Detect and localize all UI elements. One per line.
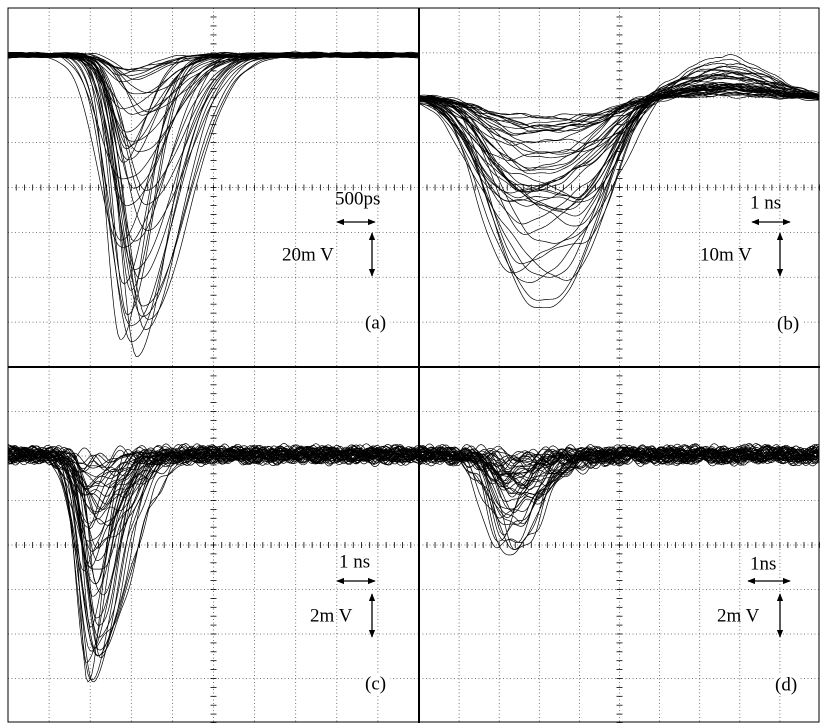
waveform [419,82,820,217]
panel-label: (b) [777,313,799,334]
waveform [8,54,419,189]
waveform [419,72,820,309]
waveform [8,447,419,628]
trace-group [419,54,820,309]
label-bg [364,313,390,335]
waveform [419,445,820,486]
panel-label: (d) [775,674,797,695]
waveform [419,91,820,126]
waveform [419,445,820,473]
waveform [419,87,820,135]
waveform [419,445,820,470]
trace-group [8,442,419,683]
grid [7,7,820,723]
waveform [419,443,820,463]
waveform [8,444,419,549]
waveform [8,444,419,572]
waveform [419,445,820,496]
waveform [8,55,419,320]
waveform [419,83,820,161]
waveform [419,87,820,132]
waveform [419,447,820,485]
waveform [419,87,820,172]
panel-label: (c) [365,673,386,694]
waveform [419,73,820,265]
waveform [8,447,419,651]
voltage-scale: 2m V [310,605,353,626]
time-scale: 500ps [335,188,380,209]
waveform [419,70,820,274]
waveform [8,53,419,163]
waveform [8,444,419,490]
trace-group [8,51,419,357]
waveform [8,55,419,142]
time-scale: 1ns [750,553,776,574]
waveform [8,51,419,180]
waveform [8,445,419,568]
label-bg [774,674,800,696]
waveform [8,448,419,657]
time-scale: 1 ns [339,551,370,572]
time-scale: 1 ns [750,192,781,213]
label-bg [776,313,802,335]
waveform [419,88,819,133]
waveform [419,54,820,301]
label-bg [364,674,390,696]
waveform [419,446,820,467]
waveform [8,446,419,466]
waveform [419,444,820,488]
voltage-scale: 20m V [282,244,334,265]
waveform [8,54,419,285]
waveform [419,75,820,244]
frame [7,7,820,723]
waveform [419,83,820,169]
waveform [419,58,820,283]
trace-group [419,443,820,556]
voltage-scale: 2m V [717,605,760,626]
waveform [419,69,820,200]
panel-label: (a) [365,312,386,333]
waveform [8,446,419,487]
voltage-scale: 10m V [700,244,752,265]
waveform [419,446,820,550]
waveform [419,448,820,525]
waveforms [8,51,820,683]
waveform [419,89,820,136]
